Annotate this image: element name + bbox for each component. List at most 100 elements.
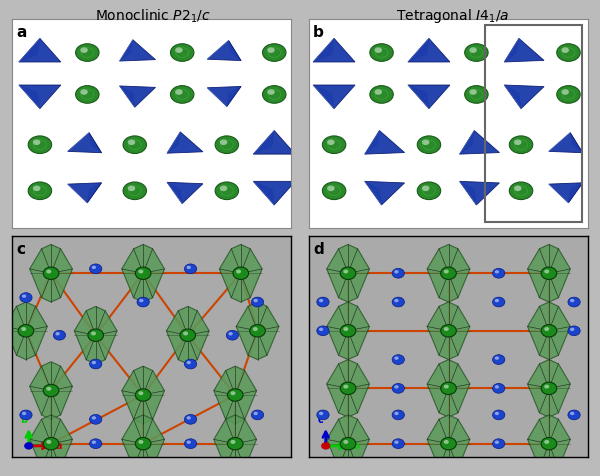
Polygon shape xyxy=(460,181,476,205)
Text: c: c xyxy=(317,415,323,425)
Circle shape xyxy=(319,299,323,302)
Circle shape xyxy=(392,384,404,393)
Circle shape xyxy=(422,186,430,191)
Polygon shape xyxy=(214,366,257,424)
Circle shape xyxy=(340,325,356,337)
Circle shape xyxy=(464,44,488,61)
Circle shape xyxy=(236,269,241,274)
Circle shape xyxy=(570,412,574,415)
Circle shape xyxy=(394,412,398,415)
Circle shape xyxy=(440,325,457,337)
Polygon shape xyxy=(327,302,370,359)
Polygon shape xyxy=(549,133,583,153)
Polygon shape xyxy=(549,183,583,203)
Circle shape xyxy=(417,136,440,153)
Circle shape xyxy=(137,297,149,307)
Circle shape xyxy=(187,266,191,269)
Circle shape xyxy=(469,47,477,53)
Polygon shape xyxy=(313,39,355,62)
Polygon shape xyxy=(427,359,470,417)
Circle shape xyxy=(254,299,258,302)
Circle shape xyxy=(139,440,143,444)
Circle shape xyxy=(343,327,349,331)
Circle shape xyxy=(89,264,102,274)
Circle shape xyxy=(493,297,505,307)
Circle shape xyxy=(250,325,265,337)
Circle shape xyxy=(444,385,449,388)
Circle shape xyxy=(417,182,440,199)
Circle shape xyxy=(139,391,143,395)
Circle shape xyxy=(495,440,499,444)
Polygon shape xyxy=(253,130,274,154)
Polygon shape xyxy=(568,183,583,203)
Circle shape xyxy=(33,186,40,191)
Circle shape xyxy=(128,186,135,191)
Polygon shape xyxy=(122,366,164,424)
Circle shape xyxy=(493,410,505,420)
Circle shape xyxy=(514,139,521,145)
Circle shape xyxy=(251,297,263,307)
Circle shape xyxy=(233,267,248,279)
Circle shape xyxy=(136,437,151,450)
Circle shape xyxy=(514,186,521,191)
Circle shape xyxy=(80,47,88,53)
Circle shape xyxy=(422,139,430,145)
Polygon shape xyxy=(460,181,499,205)
Circle shape xyxy=(327,139,335,145)
Polygon shape xyxy=(167,182,203,204)
Circle shape xyxy=(322,136,346,153)
Circle shape xyxy=(267,47,275,53)
Circle shape xyxy=(394,357,398,360)
Circle shape xyxy=(226,330,239,340)
Circle shape xyxy=(92,416,96,419)
Polygon shape xyxy=(327,359,370,417)
Circle shape xyxy=(392,297,404,307)
Circle shape xyxy=(440,437,457,450)
Circle shape xyxy=(562,89,569,95)
Circle shape xyxy=(570,299,574,302)
Polygon shape xyxy=(220,245,262,302)
Circle shape xyxy=(544,440,549,444)
Polygon shape xyxy=(30,362,73,419)
Circle shape xyxy=(370,86,393,103)
Polygon shape xyxy=(119,40,155,61)
Circle shape xyxy=(322,443,330,449)
Polygon shape xyxy=(504,39,544,62)
Text: a: a xyxy=(55,441,62,451)
Circle shape xyxy=(392,439,404,448)
Text: b: b xyxy=(20,415,28,425)
Circle shape xyxy=(263,86,286,103)
Polygon shape xyxy=(327,245,370,302)
Circle shape xyxy=(374,47,382,53)
Polygon shape xyxy=(19,39,61,62)
Circle shape xyxy=(175,89,182,95)
Circle shape xyxy=(28,136,52,153)
Circle shape xyxy=(541,267,557,279)
Circle shape xyxy=(89,439,102,448)
Polygon shape xyxy=(408,85,450,109)
Circle shape xyxy=(184,415,197,424)
Circle shape xyxy=(184,264,197,274)
Circle shape xyxy=(319,412,323,415)
Circle shape xyxy=(215,182,239,199)
Circle shape xyxy=(128,139,135,145)
Polygon shape xyxy=(365,181,382,205)
Circle shape xyxy=(187,361,191,364)
Circle shape xyxy=(80,89,88,95)
Polygon shape xyxy=(89,133,101,153)
Circle shape xyxy=(76,44,99,61)
Circle shape xyxy=(184,439,197,448)
Polygon shape xyxy=(88,183,101,203)
Polygon shape xyxy=(427,415,470,473)
Circle shape xyxy=(123,182,146,199)
Polygon shape xyxy=(119,86,135,107)
Circle shape xyxy=(170,86,194,103)
Circle shape xyxy=(557,44,580,61)
Polygon shape xyxy=(30,245,73,302)
Circle shape xyxy=(43,267,59,279)
Circle shape xyxy=(55,332,60,336)
Circle shape xyxy=(22,295,26,298)
Circle shape xyxy=(340,437,356,450)
Circle shape xyxy=(509,136,533,153)
Circle shape xyxy=(28,182,52,199)
